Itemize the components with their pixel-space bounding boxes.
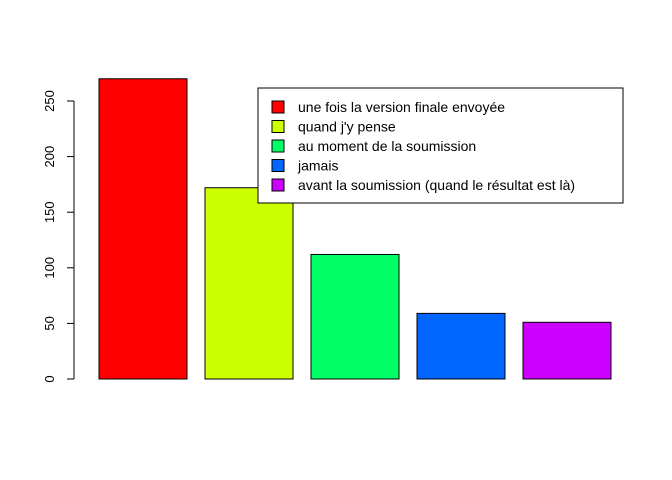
legend-box bbox=[257, 87, 624, 204]
legend-label: avant la soumission (quand le résultat e… bbox=[298, 177, 575, 193]
legend-label: quand j'y pense bbox=[298, 119, 396, 135]
bar-2 bbox=[204, 187, 294, 380]
bar-1 bbox=[98, 78, 188, 380]
legend-label: au moment de la soumission bbox=[298, 138, 476, 154]
bar-5 bbox=[522, 321, 612, 380]
y-tick-label: 50 bbox=[42, 316, 57, 330]
y-tick-label: 250 bbox=[42, 90, 57, 112]
bar-3 bbox=[310, 253, 400, 380]
legend-swatch bbox=[271, 139, 285, 153]
legend: une fois la version finale envoyée quand … bbox=[257, 87, 624, 204]
legend-label: jamais bbox=[297, 158, 338, 174]
y-tick-label: 100 bbox=[42, 257, 57, 279]
y-tick-label: 200 bbox=[42, 146, 57, 168]
y-tick-label: 0 bbox=[42, 375, 57, 382]
bars-group bbox=[98, 78, 612, 380]
legend-swatch bbox=[271, 178, 285, 192]
legend-label: une fois la version finale envoyée bbox=[298, 99, 505, 115]
legend-swatch bbox=[271, 120, 285, 133]
bar-4 bbox=[416, 312, 506, 380]
legend-swatch bbox=[271, 159, 285, 172]
y-axis: 0 50 100 150 200 250 bbox=[42, 90, 75, 383]
legend-swatch bbox=[271, 100, 285, 114]
y-tick-label: 150 bbox=[42, 201, 57, 223]
